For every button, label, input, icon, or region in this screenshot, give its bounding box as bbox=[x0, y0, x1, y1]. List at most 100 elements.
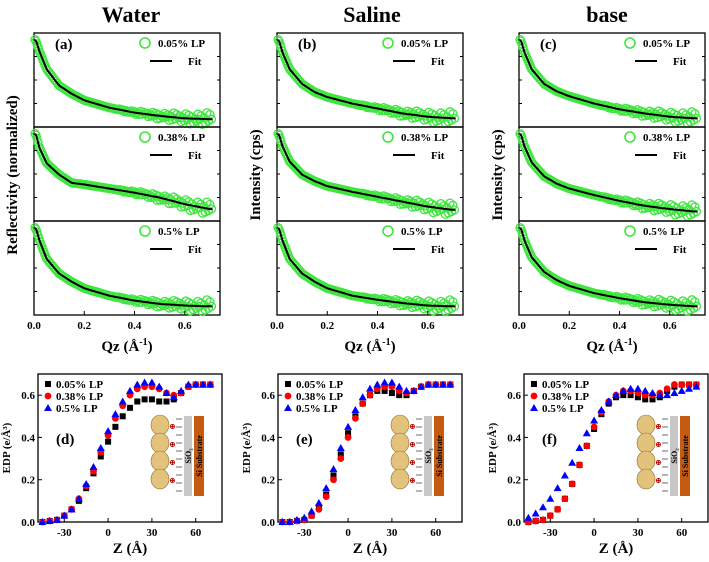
oxide-label: SiO₂ bbox=[424, 448, 433, 464]
data-point bbox=[634, 394, 641, 401]
data-point bbox=[546, 512, 554, 520]
x-tick-label: 0.2 bbox=[77, 320, 91, 332]
data-point bbox=[329, 465, 338, 473]
reflectivity-column-water: Water Reflectivity (normalized) 0.05% LP Fi… bbox=[5, 2, 221, 355]
fit-line bbox=[277, 133, 456, 211]
y-axis-label: EDP (e/Å³) bbox=[1, 422, 13, 473]
fit-line bbox=[519, 133, 698, 213]
fit-line bbox=[277, 227, 456, 308]
data-point bbox=[358, 393, 367, 401]
data-point bbox=[677, 386, 686, 394]
edp-panel-2: EDP (e/Å³) 0.0 0.2 0.4 0.6 -30 0 30 60 Z (Å) ⊕ ⊕ ⊕ ⊕ S… bbox=[241, 373, 463, 557]
oxide-layer bbox=[184, 416, 192, 496]
lipid-particle bbox=[150, 414, 170, 436]
data-point bbox=[515, 222, 525, 233]
edp-series bbox=[524, 382, 701, 521]
data-point bbox=[105, 438, 112, 445]
y-tick-label: 0.2 bbox=[507, 475, 521, 487]
legend-fit-label: Fit bbox=[673, 56, 687, 68]
x-tick-label: 0.6 bbox=[178, 320, 192, 332]
y-tick-label: 0.6 bbox=[21, 390, 35, 402]
data-point bbox=[169, 393, 178, 401]
x-axis-label: Qz (Å-1) bbox=[586, 337, 637, 355]
data-point bbox=[202, 197, 212, 207]
data-point bbox=[553, 484, 562, 492]
data-point bbox=[524, 513, 533, 521]
x-axis-label-close: ) bbox=[633, 339, 638, 355]
legend-fit-label: Fit bbox=[188, 244, 202, 256]
reflectivity-strip: 0.38% LP Fit bbox=[515, 126, 706, 222]
data-point bbox=[402, 386, 411, 394]
data-point bbox=[633, 384, 642, 392]
legend: 0.05% LP0.38% LP0.5% LP bbox=[284, 379, 343, 415]
edp-panel-1: EDP (e/Å³) 0.0 0.2 0.4 0.6 -30 0 30 60 Z (Å) ⊕ ⊕ ⊕ ⊕ S… bbox=[1, 373, 223, 557]
edp-series bbox=[278, 378, 455, 525]
fit-line bbox=[519, 39, 698, 120]
data-point bbox=[396, 392, 403, 399]
data-point bbox=[276, 42, 286, 53]
data-point bbox=[648, 389, 657, 397]
y-tick-label: 0.0 bbox=[507, 517, 521, 529]
reflectivity-strip: 0.5% LP Fit 0.0 0.2 0.4 0.6 Qz (Å-1) bbox=[512, 220, 706, 355]
data-point bbox=[82, 479, 91, 487]
legend-label: 0.38% LP bbox=[56, 391, 103, 403]
data-point bbox=[531, 509, 540, 517]
data-point bbox=[627, 392, 634, 399]
legend-label: 0.5% LP bbox=[643, 226, 685, 238]
lipid-particle bbox=[150, 432, 170, 454]
data-point bbox=[30, 128, 40, 139]
charge-symbol: ⊕ bbox=[655, 422, 662, 431]
reflectivity-strip: 0.38% LP Fit bbox=[273, 126, 464, 222]
oxide-layer bbox=[670, 416, 678, 496]
x-tick-label: 0.2 bbox=[320, 320, 334, 332]
x-tick-label: 0 bbox=[345, 527, 351, 539]
data-point bbox=[52, 515, 61, 523]
legend: 0.05% LP0.38% LP0.5% LP bbox=[530, 379, 589, 415]
data-point bbox=[351, 405, 360, 413]
data-point bbox=[446, 380, 455, 388]
data-point bbox=[670, 389, 679, 397]
lipid-particle bbox=[636, 450, 656, 472]
x-tick-label: -30 bbox=[297, 527, 312, 539]
lipid-particle bbox=[390, 414, 410, 436]
legend-fit-label: Fit bbox=[431, 244, 445, 256]
y-tick-label: 0.6 bbox=[261, 390, 275, 402]
x-axis-label-close: ) bbox=[391, 339, 396, 355]
x-tick-label: 60 bbox=[676, 527, 688, 539]
column-title: Saline bbox=[343, 2, 401, 27]
data-point bbox=[655, 391, 664, 399]
data-point bbox=[191, 380, 200, 388]
x-axis-label: Z (Å) bbox=[599, 541, 634, 557]
y-axis-label: Reflectivity (normalized) bbox=[5, 95, 21, 255]
legend-marker bbox=[382, 131, 394, 143]
legend-marker bbox=[44, 404, 52, 411]
data-point bbox=[641, 386, 650, 394]
legend-label: 0.5% LP bbox=[296, 403, 338, 415]
charge-symbol: ⊕ bbox=[655, 440, 662, 449]
data-point bbox=[424, 380, 433, 388]
plot-frame bbox=[37, 373, 223, 523]
data-point bbox=[126, 386, 134, 394]
data-point bbox=[395, 382, 404, 390]
x-tick-label: 0.0 bbox=[270, 320, 284, 332]
x-tick-label: 0 bbox=[591, 527, 597, 539]
data-point bbox=[649, 396, 656, 403]
legend-label: 0.5% LP bbox=[56, 403, 98, 415]
data-point bbox=[177, 386, 186, 394]
data-point bbox=[156, 398, 163, 405]
lipid-particle bbox=[390, 432, 410, 454]
legend-label: 0.05% LP bbox=[158, 38, 205, 50]
x-axis-label: Qz (Å-1) bbox=[344, 337, 395, 355]
x-tick-label: 0.2 bbox=[562, 320, 576, 332]
data-point bbox=[554, 505, 561, 513]
data-point bbox=[148, 396, 155, 403]
y-tick-label: 0.0 bbox=[21, 517, 35, 529]
legend-fit-label: Fit bbox=[673, 244, 687, 256]
data-point bbox=[359, 400, 367, 407]
data-point bbox=[38, 518, 47, 525]
x-axis-label-close: ) bbox=[148, 339, 153, 355]
reflectivity-strip: 0.05% LP Fit (c) bbox=[515, 32, 706, 128]
legend-marker bbox=[139, 131, 151, 143]
column-title: base bbox=[586, 2, 628, 27]
